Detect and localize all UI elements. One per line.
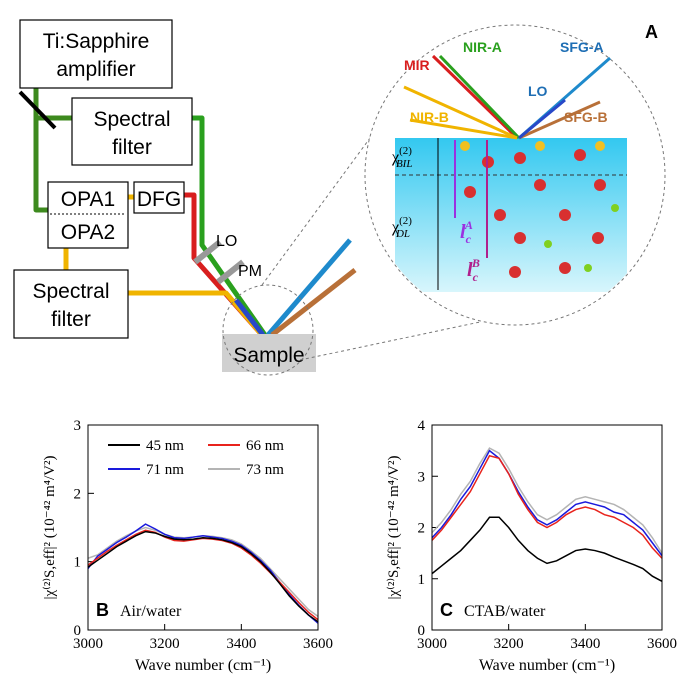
y-tick-label: 3 (74, 418, 82, 434)
mirror (18, 90, 57, 130)
beam-label: SFG-A (560, 39, 604, 55)
series-line (431, 516, 663, 582)
x-tick-label: 3600 (303, 636, 333, 652)
filter-label: Spectral (32, 280, 109, 303)
x-axis-label: Wave number (cm⁻¹) (135, 657, 271, 674)
beam-label: NIR-B (410, 109, 449, 125)
pm-plate (216, 259, 245, 285)
x-tick-label: 3000 (73, 636, 103, 652)
opa-box (47, 181, 129, 249)
molecules (460, 141, 619, 278)
lo-beam (234, 298, 265, 337)
x-tick-label: 3000 (417, 636, 447, 652)
y-tick-label: 4 (418, 418, 426, 434)
lo-label: LO (216, 233, 237, 250)
y-tick-label: 1 (418, 572, 426, 588)
pm-label: PM (238, 263, 262, 280)
filter-box (71, 97, 193, 166)
series-line (431, 454, 663, 559)
zoom-spot (222, 284, 314, 376)
panel-label: A (645, 22, 658, 42)
pump-beam (33, 88, 48, 213)
chi-dl-label: χ(2) DL (391, 215, 412, 240)
y-axis-label: |χ⁽²⁾S,eff|² (10⁻⁴² m⁴/V²) (42, 455, 58, 599)
opa2-label: OPA2 (61, 221, 115, 244)
amplifier-label: Ti:Sapphire (43, 30, 150, 53)
dfg-label: DFG (137, 188, 181, 211)
beam-label: LO (528, 83, 548, 99)
panel-label: C (440, 600, 453, 620)
filter-label: filter (51, 308, 91, 331)
x-tick-label: 3200 (150, 636, 180, 652)
zoom-line (299, 321, 481, 361)
sfg-b-beam (270, 268, 357, 337)
lo-plate (193, 239, 222, 265)
annotation: CTAB/water (464, 603, 546, 620)
x-tick-label: 3200 (494, 636, 524, 652)
incident-beams (403, 54, 611, 140)
filter-label: filter (112, 136, 152, 159)
amplifier-box (19, 19, 173, 89)
y-tick-label: 0 (74, 623, 82, 639)
panel-label: B (96, 600, 109, 620)
y-tick-label: 0 (418, 623, 426, 639)
series-line (431, 447, 663, 554)
dfg-box (133, 181, 185, 214)
opa1-label: OPA1 (61, 188, 115, 211)
filter-label: Spectral (93, 108, 170, 131)
sfg-a-beam (266, 238, 352, 337)
legend-label: 73 nm (246, 462, 284, 478)
legend-label: 66 nm (246, 438, 284, 454)
y-tick-label: 2 (74, 486, 82, 502)
x-tick-label: 3600 (647, 636, 677, 652)
amplifier-label: amplifier (56, 58, 135, 81)
chi-bil-label: χ(2) BIL (391, 145, 412, 170)
lc-b-label: lcB (467, 256, 480, 284)
plot-frame (87, 424, 319, 631)
annotation: Air/water (120, 603, 182, 620)
filter-box (13, 269, 129, 339)
beam-label: MIR (404, 57, 430, 73)
sample-label: Sample (233, 344, 304, 367)
series-line (431, 449, 663, 557)
sample-box (222, 334, 316, 372)
diagram: Ti:Sapphire amplifier Spectral filter OP… (13, 19, 666, 376)
legend-label: 45 nm (146, 438, 184, 454)
nir-a-beam (192, 115, 268, 337)
plot-frame (431, 424, 663, 631)
y-tick-label: 1 (74, 555, 82, 571)
y-axis-label: |χ⁽²⁾S,eff|² (10⁻⁴² m⁴/V²) (386, 455, 402, 599)
y-tick-label: 2 (418, 521, 426, 537)
charts: 3000 3200 3400 3600 0 1 2 3 Wave number (cm⁻¹) |χ… (42, 418, 677, 674)
lc-a-label: lcA (460, 218, 473, 246)
series-line (87, 530, 319, 623)
x-tick-label: 3400 (226, 636, 256, 652)
beam-label: SFG-B (564, 109, 608, 125)
beam-label: NIR-A (463, 39, 502, 55)
x-axis-label: Wave number (cm⁻¹) (479, 657, 615, 674)
x-tick-label: 3400 (570, 636, 600, 652)
y-tick-label: 3 (418, 469, 426, 485)
legend-label: 71 nm (146, 462, 184, 478)
